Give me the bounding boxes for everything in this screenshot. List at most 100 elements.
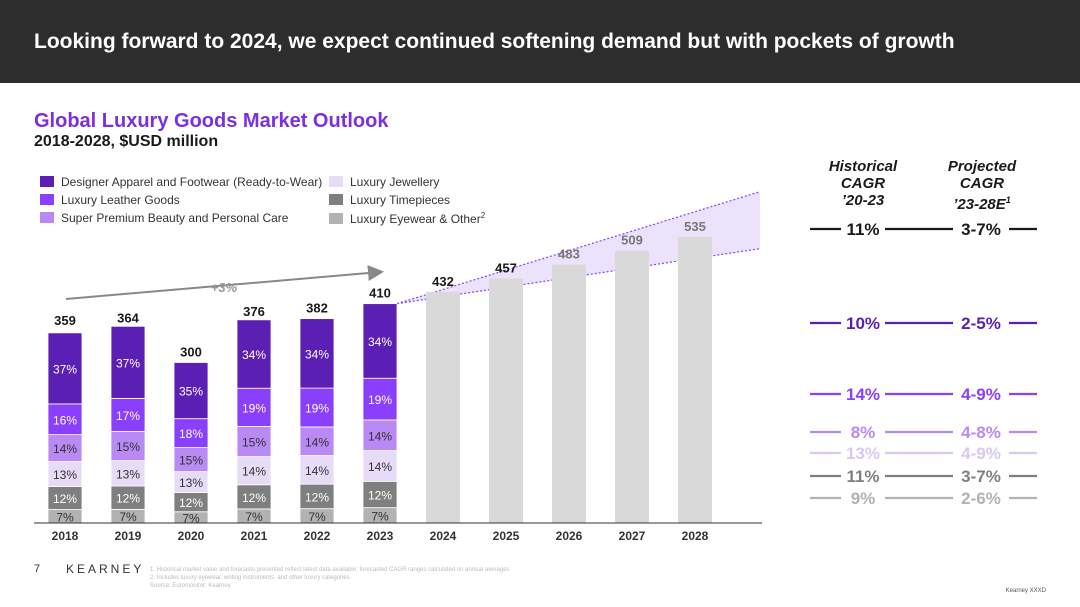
bar-total-label: 410: [369, 286, 391, 301]
segment-share-label: 16%: [53, 413, 77, 427]
growth-arrow-label: +3%: [211, 280, 238, 295]
bar-segment: [236, 456, 272, 486]
bar-total-label: 359: [54, 313, 76, 328]
bar-total-label: 364: [117, 310, 139, 325]
bar-segment: [362, 480, 398, 509]
legend-swatch: [329, 176, 343, 187]
legend-label: Super Premium Beauty and Personal Care: [61, 211, 289, 225]
header-line: Historical: [828, 158, 898, 175]
header-line: CAGR: [959, 175, 1005, 192]
x-tick-label: 2027: [619, 529, 646, 543]
bar-total-label: 376: [243, 304, 265, 319]
forecast-bar: [552, 264, 586, 523]
segment-share-label: 14%: [53, 442, 77, 456]
bar-segment: [173, 447, 209, 473]
projected-cagr-value: 2-5%: [961, 314, 1001, 333]
projected-cagr-value: 3-7%: [961, 467, 1001, 486]
segment-share-label: 12%: [242, 491, 266, 505]
x-tick-label: 2026: [556, 529, 583, 543]
historical-cagr-value: 9%: [851, 489, 876, 508]
cagr-label-bg: [953, 443, 1009, 463]
segment-share-label: 7%: [182, 511, 200, 525]
legend-label: Luxury Timepieces: [350, 193, 451, 207]
segment-share-label: 13%: [116, 467, 140, 481]
bar-segment: [362, 303, 398, 379]
cagr-label-bg: [841, 384, 885, 404]
legend-item: Luxury Leather Goods: [40, 193, 180, 207]
segment-share-label: 15%: [116, 440, 140, 454]
segment-share-label: 7%: [119, 510, 137, 524]
bar-segment: [236, 319, 272, 389]
segment-share-label: 7%: [308, 510, 326, 524]
segment-share-label: 17%: [116, 409, 140, 423]
forecast-bar: [615, 250, 649, 523]
historical-cagr-value: 10%: [846, 314, 880, 333]
projected-cagr-value: 4-8%: [961, 423, 1001, 442]
segment-share-label: 14%: [305, 464, 329, 478]
header-line: CAGR: [840, 175, 886, 192]
page-title: Looking forward to 2024, we expect conti…: [34, 30, 955, 53]
bar-segment: [362, 450, 398, 482]
segment-share-label: 13%: [53, 468, 77, 482]
segment-share-label: 12%: [305, 490, 329, 504]
legend-item: Designer Apparel and Footwear (Ready-to-…: [40, 175, 322, 189]
bar-segment: [299, 455, 335, 485]
segment-share-label: 15%: [242, 436, 266, 450]
segment-share-label: 7%: [56, 510, 74, 524]
bar-total-label: 457: [495, 261, 517, 276]
legend-swatch: [40, 176, 54, 187]
cagr-label-bg: [841, 219, 885, 239]
x-tick-label: 2020: [178, 529, 205, 543]
segment-share-label: 14%: [242, 465, 266, 479]
segment-share-label: 12%: [179, 496, 203, 510]
cagr-label-bg: [841, 422, 885, 442]
bar-total-label: 509: [621, 233, 643, 248]
historical-cagr-value: 14%: [846, 385, 880, 404]
x-tick-label: 2022: [304, 529, 331, 543]
legend-label: Luxury Eyewear & Other: [350, 212, 481, 226]
segment-share-label: 7%: [245, 510, 263, 524]
legend-label: Luxury Leather Goods: [61, 193, 180, 207]
page-number: 7: [34, 563, 41, 575]
cagr-label-bg: [953, 219, 1009, 239]
footnotes: 1. Historical market value and forecasts…: [150, 566, 620, 590]
legend-swatch: [40, 212, 54, 223]
cagr-label-bg: [953, 422, 1009, 442]
bars-layer: 7%12%13%14%16%37%35920187%12%13%15%17%37…: [47, 219, 712, 543]
forecast-bar: [678, 236, 712, 523]
segment-share-label: 12%: [368, 488, 392, 502]
segment-share-label: 19%: [368, 393, 392, 407]
x-tick-label: 2028: [682, 529, 709, 543]
cagr-label-bg: [953, 313, 1009, 333]
segment-share-label: 7%: [371, 509, 389, 523]
bar-segment: [236, 484, 272, 510]
bar-segment: [362, 419, 398, 452]
cagr-label-bg: [953, 384, 1009, 404]
segment-share-label: 37%: [53, 362, 77, 376]
bar-total-label: 535: [684, 219, 706, 234]
segment-share-label: 19%: [242, 401, 266, 415]
bar-segment: [236, 387, 272, 427]
footnote: 2. Includes luxury eyewear, writing inst…: [150, 575, 350, 581]
bar-segment: [47, 332, 83, 405]
x-tick-label: 2025: [493, 529, 520, 543]
legend-swatch: [329, 194, 343, 205]
footnote: 1. Historical market value and forecasts…: [150, 567, 510, 573]
legend-swatch: [329, 213, 343, 224]
copyright: Kearney XXXD: [1005, 588, 1046, 594]
projected-cagr-value: 4-9%: [961, 444, 1001, 463]
historical-cagr-header: Historical CAGR ’20-23: [808, 158, 918, 209]
legend-item: Luxury Eyewear & Other2: [329, 211, 485, 226]
growth-arrow: [65, 265, 384, 300]
header-text: ’23-28E: [953, 196, 1006, 213]
segment-share-label: 13%: [179, 476, 203, 490]
x-tick-label: 2018: [52, 529, 79, 543]
cagr-label-bg: [841, 466, 885, 486]
forecast-bar: [489, 278, 523, 523]
legend-footnote-mark: 2: [480, 211, 486, 220]
bar-segment: [110, 325, 146, 399]
historical-cagr-value: 8%: [851, 423, 876, 442]
segment-share-label: 34%: [305, 347, 329, 361]
projected-cagr-value: 4-9%: [961, 385, 1001, 404]
legend-item: Super Premium Beauty and Personal Care: [40, 211, 288, 225]
